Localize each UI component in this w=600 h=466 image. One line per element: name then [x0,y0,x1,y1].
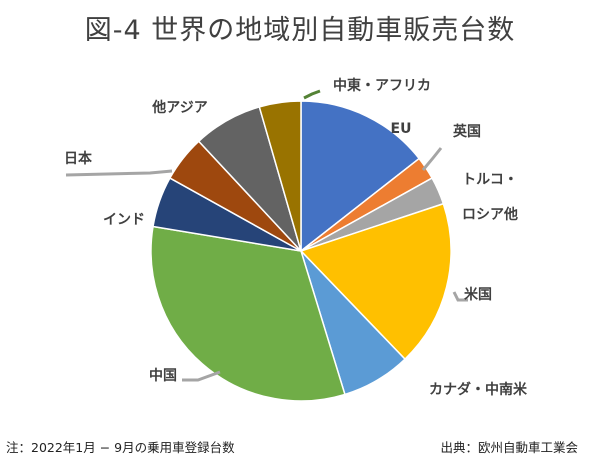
leader-line [421,147,443,171]
leader-line [452,291,468,302]
slice-label: トルコ・ [462,172,518,188]
slice-label: 他アジア [151,99,207,116]
footnote: 注：2022年1月 − 9月の乗用車登録台数 [6,440,235,455]
pie-slice [258,100,302,252]
slice-label: 英国 [452,123,481,140]
leader-line [303,89,321,100]
pie-slice [300,100,421,253]
slice-label: EU [391,121,412,137]
source-note: 出典：欧州自動車工業会 [440,440,578,455]
slice-label: 中国 [149,367,177,384]
slice-label: インド [103,212,145,228]
slice-label: 日本 [64,150,93,167]
slice-label: 中東・アフリカ [333,77,431,94]
slice-label: 米国 [464,286,492,303]
slice-label: カナダ・中南米 [429,381,528,398]
pie-slice [299,202,452,361]
slice-label: ロシア他 [462,206,518,223]
leader-line [182,370,221,382]
chart-title: 図-4 世界の地域別自動車販売台数 [84,15,516,46]
pie-slice [150,225,346,402]
leader-line [65,169,173,177]
